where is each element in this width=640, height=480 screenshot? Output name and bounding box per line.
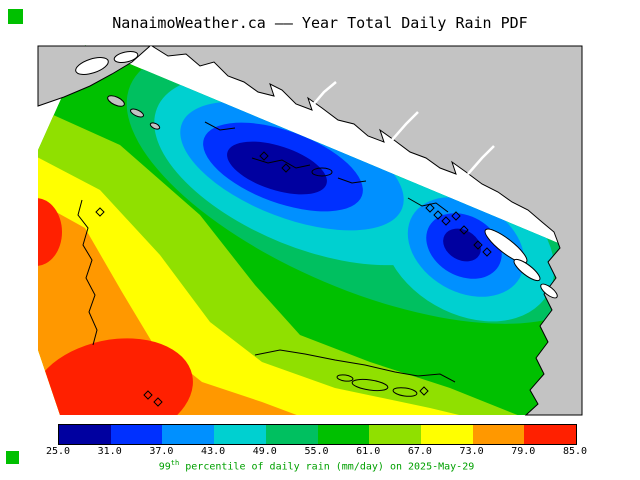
coast-mid-islands-5 bbox=[204, 121, 236, 131]
station-marker-diamond bbox=[425, 203, 435, 213]
coast-mid-islands-3 bbox=[337, 177, 367, 184]
inlet-3 bbox=[467, 145, 495, 175]
islet-gray-1 bbox=[107, 95, 125, 107]
colorbar-ticks: 25.0 31.0 37.0 43.0 49.0 55.0 61.0 67.0 73.0 79.0… bbox=[46, 446, 587, 458]
caption-prefix: 99 bbox=[158, 461, 171, 473]
colorbar-segment bbox=[369, 425, 421, 444]
inlet-1 bbox=[311, 81, 337, 107]
colorbar-segment bbox=[214, 425, 266, 444]
contour-band-navy-a bbox=[227, 141, 327, 195]
colorbar-segment bbox=[162, 425, 215, 444]
island-white-e-1 bbox=[484, 228, 528, 264]
station-marker-diamond bbox=[451, 211, 461, 221]
islet-gray-3 bbox=[149, 122, 161, 130]
station-marker-diamond bbox=[281, 163, 291, 173]
colorbar-segment bbox=[524, 425, 577, 444]
caption-rest: percentile of daily rain (mm/day) on 202… bbox=[179, 461, 475, 473]
islet-gray-2 bbox=[130, 108, 144, 118]
colorbar-segment bbox=[110, 425, 163, 444]
island-white-nw-1 bbox=[75, 57, 109, 75]
colorbar-tick-label: 67.0 bbox=[407, 446, 432, 457]
mainland-coast bbox=[150, 45, 583, 416]
coast-mid-island-2 bbox=[311, 167, 333, 177]
station-markers bbox=[95, 151, 492, 407]
coast-island-s2 bbox=[392, 387, 418, 397]
colorbar-tick-label: 25.0 bbox=[45, 446, 71, 457]
coast-west-vancouver-island bbox=[77, 199, 98, 346]
inlet-2 bbox=[391, 111, 419, 141]
station-marker-diamond bbox=[143, 390, 153, 400]
station-marker-diamond bbox=[95, 207, 105, 217]
corner-square-top-left bbox=[8, 9, 23, 24]
caption: 99th percentile of daily rain (mm/day) o… bbox=[58, 459, 575, 472]
coast-south-shore bbox=[254, 349, 456, 383]
land-areas bbox=[37, 45, 583, 416]
colorbar-tick-label: 61.0 bbox=[356, 446, 381, 457]
colorbar-segment bbox=[59, 425, 111, 444]
contour-max-red-bottom bbox=[38, 338, 193, 415]
station-marker-diamond bbox=[459, 225, 469, 235]
colorbar-tick-label: 55.0 bbox=[304, 446, 329, 457]
colorbar-segment bbox=[265, 425, 318, 444]
colorbar-tick-label: 49.0 bbox=[252, 446, 277, 457]
caption-superscript: th bbox=[170, 459, 180, 467]
station-marker-diamond bbox=[473, 240, 483, 250]
colorbar-tick-label: 73.0 bbox=[459, 446, 484, 457]
colorbar bbox=[58, 424, 577, 445]
colorbar-tick-label: 43.0 bbox=[201, 446, 226, 457]
station-marker-diamond bbox=[153, 397, 163, 407]
colorbar-segment bbox=[317, 425, 370, 444]
colorbar-tick-label: 37.0 bbox=[149, 446, 174, 457]
island-white-e-3 bbox=[540, 283, 558, 299]
colorbar-tick-label: 79.0 bbox=[511, 446, 536, 457]
colorbar-tick-label: 31.0 bbox=[97, 446, 122, 457]
corner-square-bottom-left bbox=[6, 451, 19, 464]
contour-max-red-left bbox=[38, 198, 62, 266]
island-white-nw-2 bbox=[113, 51, 139, 63]
colorbar-segment bbox=[420, 425, 473, 444]
page-title: NanaimoWeather.ca —— Year Total Daily Ra… bbox=[112, 14, 528, 32]
station-marker-diamond bbox=[419, 386, 429, 396]
coastlines bbox=[77, 121, 456, 397]
coast-island-s1 bbox=[351, 378, 389, 392]
colorbar-tick-label: 85.0 bbox=[562, 446, 588, 457]
fjord-inlets bbox=[311, 81, 495, 175]
station-marker-diamond bbox=[441, 216, 451, 226]
colorbar-segment bbox=[472, 425, 525, 444]
station-marker-diamond bbox=[259, 151, 269, 161]
station-marker-diamond bbox=[482, 247, 492, 257]
coast-mid-islands-1 bbox=[251, 157, 311, 169]
contour-band-navy-b bbox=[443, 228, 481, 262]
station-marker-diamond bbox=[433, 210, 443, 220]
island-white-e-2 bbox=[513, 258, 541, 282]
coast-island-s3 bbox=[336, 374, 354, 382]
